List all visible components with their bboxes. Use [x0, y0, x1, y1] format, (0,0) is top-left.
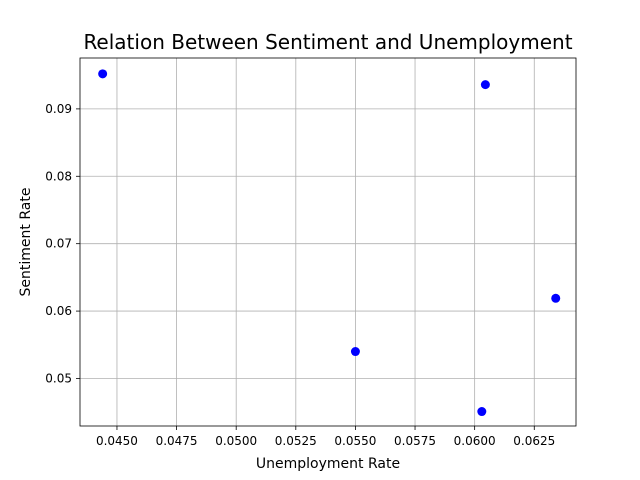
- x-tick-label: 0.0500: [215, 434, 257, 448]
- x-tick-label: 0.0575: [394, 434, 436, 448]
- y-tick-label: 0.08: [45, 169, 72, 183]
- x-tick-label: 0.0525: [275, 434, 317, 448]
- grid-layer: [80, 58, 576, 426]
- y-tick-label: 0.05: [45, 371, 72, 385]
- data-point: [350, 347, 360, 357]
- plot-frame: [79, 57, 577, 427]
- data-point: [477, 407, 487, 417]
- x-tick-label: 0.0475: [156, 434, 198, 448]
- y-tick-label: 0.06: [45, 304, 72, 318]
- data-point: [98, 69, 108, 79]
- chart-title: Relation Between Sentiment and Unemploym…: [83, 30, 572, 54]
- data-point: [480, 80, 490, 90]
- x-tick-label: 0.0625: [513, 434, 555, 448]
- x-tick-label: 0.0550: [334, 434, 376, 448]
- x-tick-label: 0.0450: [96, 434, 138, 448]
- x-tick-label: 0.0600: [454, 434, 496, 448]
- y-tick-label: 0.07: [45, 237, 72, 251]
- ticks-layer: 0.0450 0.0475 0.0500 0.0525 0.0550 0.0575 0.06…: [45, 102, 555, 448]
- x-axis-label: Unemployment Rate: [256, 456, 400, 472]
- y-tick-label: 0.09: [45, 102, 72, 116]
- data-point: [551, 293, 561, 303]
- points-layer: [98, 69, 561, 417]
- y-axis-label: Sentiment Rate: [18, 188, 34, 297]
